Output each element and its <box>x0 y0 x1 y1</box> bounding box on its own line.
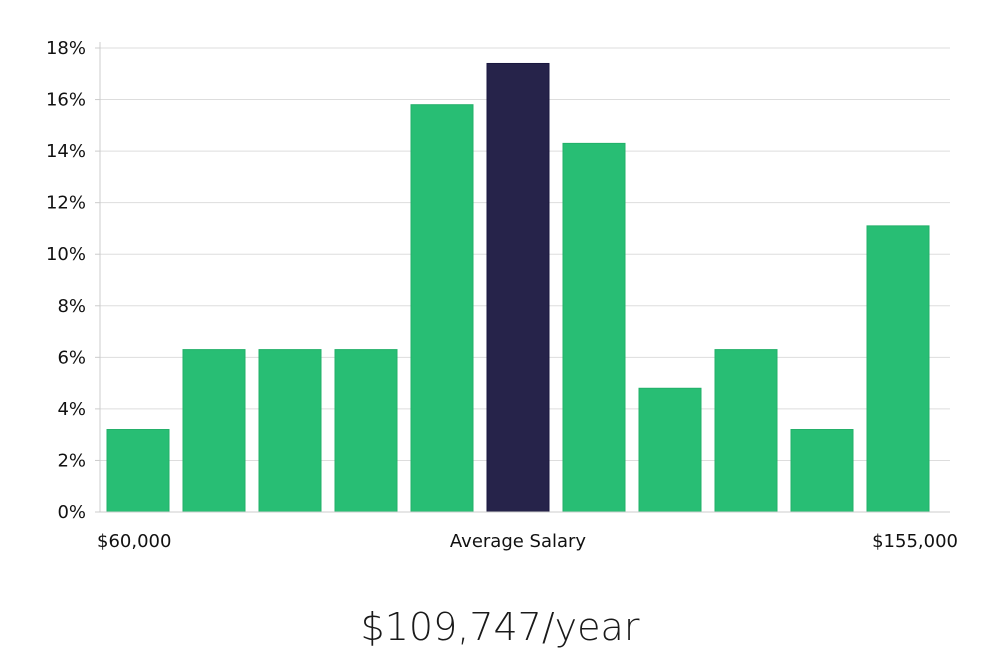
y-tick-label: 6% <box>57 347 86 368</box>
y-tick-label: 0% <box>57 502 86 523</box>
y-tick-label: 18% <box>46 38 86 59</box>
average-salary-value: $109,747/year <box>360 605 640 649</box>
axes <box>99 42 950 513</box>
bar <box>334 349 398 513</box>
x-label-max-salary: $155,000 <box>872 531 958 552</box>
bar <box>714 349 778 513</box>
y-tick-label: 12% <box>46 193 86 214</box>
y-tick-labels: 0% 2% 4% 6% 8% 10% 12% 14% 16% 18% <box>46 38 100 523</box>
y-tick-label: 8% <box>57 296 86 317</box>
bar <box>410 104 474 513</box>
bar-average-salary <box>486 62 550 513</box>
y-tick-label: 16% <box>46 90 86 111</box>
x-labels: $60,000 Average Salary $155,000 <box>97 531 958 552</box>
bar <box>562 142 626 513</box>
y-tick-label: 14% <box>46 141 86 162</box>
bar <box>866 225 930 513</box>
y-tick-label: 4% <box>57 399 86 420</box>
bar <box>790 429 854 513</box>
x-label-min-salary: $60,000 <box>97 531 171 552</box>
bar <box>638 387 702 513</box>
salary-histogram-chart: 0% 2% 4% 6% 8% 10% 12% 14% 16% 18% $60,000 Averag… <box>46 38 958 552</box>
y-tick-label: 2% <box>57 450 86 471</box>
x-label-average-salary: Average Salary <box>450 531 587 552</box>
bar <box>182 349 246 513</box>
bar <box>258 349 322 513</box>
bar <box>106 429 170 513</box>
y-tick-label: 10% <box>46 244 86 265</box>
bars <box>106 62 930 513</box>
